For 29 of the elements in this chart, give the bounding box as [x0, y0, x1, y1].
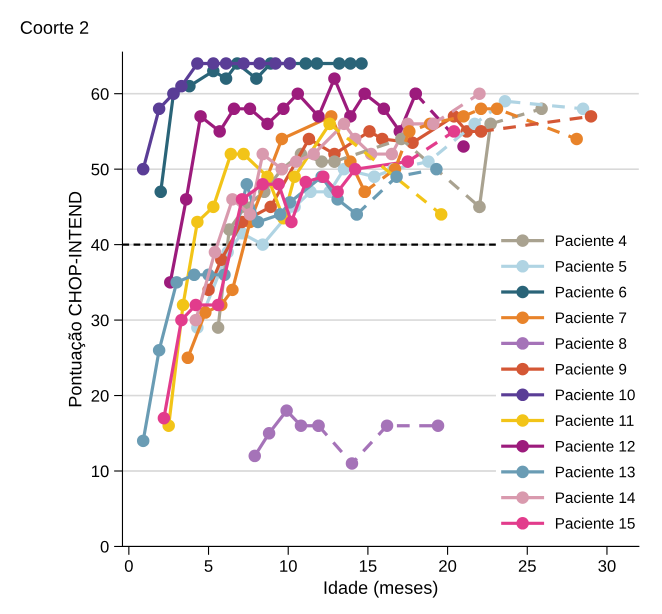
x-tick-label: 10	[280, 560, 297, 572]
y-tick-label: 30	[91, 314, 109, 326]
y-tick-label: 60	[92, 88, 109, 100]
legend-label: Paciente 5	[556, 260, 626, 272]
x-tick-label: 25	[518, 560, 536, 572]
x-tick-label: 5	[204, 560, 212, 572]
legend-label: Paciente 4	[556, 234, 626, 246]
legend-label: Paciente 14	[556, 492, 635, 504]
x-tick-label: 20	[439, 560, 456, 572]
chart-title: Coorte 2	[20, 21, 88, 34]
y-tick-label: 0	[100, 540, 109, 553]
y-tick-label: 20	[92, 390, 109, 402]
legend-label: Paciente 7	[556, 312, 626, 324]
legend-label: Paciente 10	[556, 389, 635, 400]
legend-label: Paciente 12	[556, 440, 635, 452]
x-tick-label: 15	[360, 560, 376, 572]
legend-label: Paciente 6	[556, 286, 626, 298]
legend-label: Paciente 13	[556, 466, 635, 478]
x-tick-label: 0	[124, 560, 133, 572]
y-tick-label: 10	[92, 465, 109, 478]
legend-label: Paciente 8	[556, 338, 626, 349]
y-tick-label: 40	[91, 239, 109, 251]
legend-label: Paciente 9	[556, 363, 626, 375]
y-tick-label: 50	[91, 164, 109, 176]
y-axis-title: Pontuação CHOP-INTEND	[68, 192, 86, 406]
legend-label: Paciente 11	[556, 414, 634, 426]
x-tick-label: 30	[598, 560, 616, 572]
x-axis-title: Idade (meses)	[324, 580, 438, 598]
legend-label: Paciente 15	[556, 518, 635, 529]
